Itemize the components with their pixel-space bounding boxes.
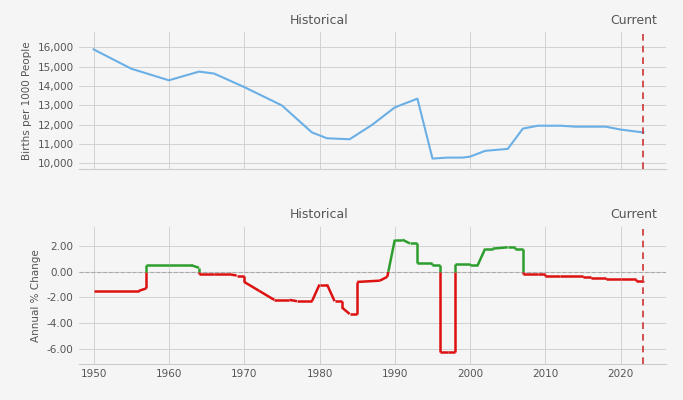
Y-axis label: Births per 1000 People: Births per 1000 People — [22, 41, 32, 160]
Text: Current: Current — [610, 208, 657, 221]
Text: Current: Current — [610, 14, 657, 26]
Text: Historical: Historical — [290, 208, 349, 221]
Y-axis label: Annual % Change: Annual % Change — [31, 249, 42, 342]
Text: Historical: Historical — [290, 14, 349, 26]
